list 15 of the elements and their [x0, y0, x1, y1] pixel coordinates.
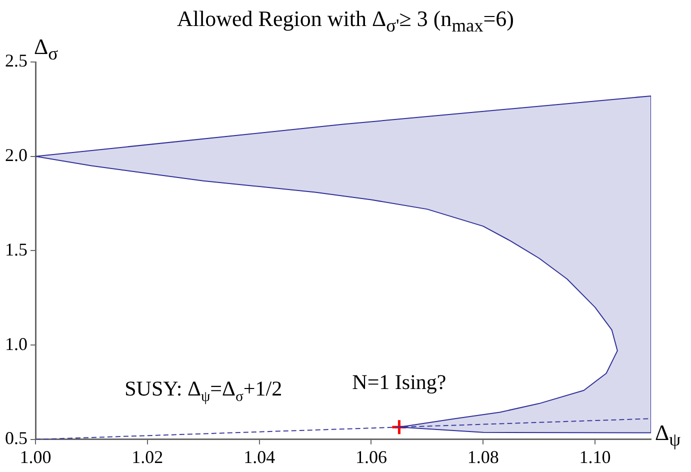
y-tick-label: 1.5	[5, 239, 28, 260]
y-tick-label: 0.5	[5, 428, 28, 448]
x-tick-label: 1.00	[20, 446, 52, 467]
y-axis-title: Δ$_{σ}$	[34, 34, 58, 64]
x-tick-label: 1.06	[355, 446, 387, 467]
annotation: N=1 Ising?	[352, 370, 446, 394]
x-tick-label: 1.04	[244, 446, 276, 467]
x-tick-label: 1.02	[132, 446, 164, 467]
x-tick-label: 1.10	[579, 446, 611, 467]
x-axis-title: Δ$_{ψ}$	[655, 420, 681, 450]
y-tick-label: 2.0	[5, 145, 28, 166]
x-tick-label: 1.08	[467, 446, 499, 467]
y-tick-label: 2.5	[5, 50, 28, 71]
y-tick-label: 1.0	[5, 334, 28, 354]
chart-title: Allowed Region with Δ$_{σ'}$≥ 3 (n$_{max}$=6)	[177, 6, 514, 36]
